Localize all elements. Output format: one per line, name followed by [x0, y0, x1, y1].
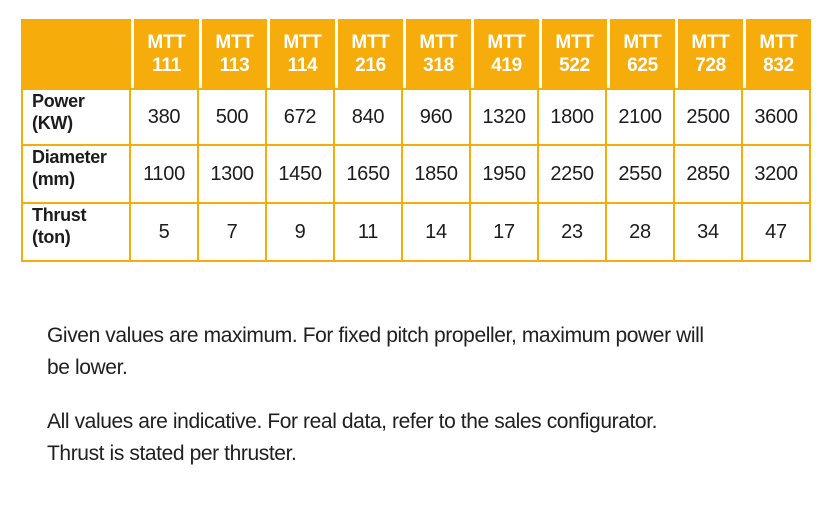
table-cell: 2550 [607, 146, 675, 204]
column-header: MTT 114 [267, 19, 335, 88]
column-header-model: 114 [287, 54, 318, 76]
column-header: MTT 522 [539, 19, 607, 88]
notes-section: Given values are maximum. For fixed pitc… [47, 320, 787, 492]
column-header-prefix: MTT [487, 31, 526, 53]
table-cell: 672 [267, 88, 335, 146]
column-header-model: 216 [355, 54, 386, 76]
table-cell: 3600 [743, 88, 811, 146]
column-header: MTT 419 [471, 19, 539, 88]
table-cell: 840 [335, 88, 403, 146]
column-header: MTT 832 [743, 19, 811, 88]
column-header-prefix: MTT [283, 31, 322, 53]
note-line: be lower. [47, 356, 128, 379]
table-cell: 2500 [675, 88, 743, 146]
table-cell: 1450 [267, 146, 335, 204]
row-label: Diameter (mm) [21, 146, 131, 204]
column-header-prefix: MTT [351, 31, 390, 53]
column-header-prefix: MTT [215, 31, 254, 53]
table-cell: 1850 [403, 146, 471, 204]
table-cell: 2250 [539, 146, 607, 204]
column-header-prefix: MTT [691, 31, 730, 53]
table-cell: 23 [539, 204, 607, 262]
column-header-prefix: MTT [623, 31, 662, 53]
corner-cell [21, 19, 131, 88]
note-line: Given values are maximum. For fixed pitc… [47, 324, 704, 347]
table-cell: 9 [267, 204, 335, 262]
table-cell: 3200 [743, 146, 811, 204]
column-header-model: 832 [763, 54, 794, 76]
table-cell: 2100 [607, 88, 675, 146]
table-cell: 960 [403, 88, 471, 146]
column-header-prefix: MTT [759, 31, 798, 53]
column-header-model: 318 [423, 54, 454, 76]
note-paragraph: Given values are maximum. For fixed pitc… [47, 320, 787, 384]
table-cell: 11 [335, 204, 403, 262]
column-header-prefix: MTT [419, 31, 458, 53]
note-paragraph: All values are indicative. For real data… [47, 406, 787, 470]
column-header: MTT 113 [199, 19, 267, 88]
row-label-unit: (KW) [32, 113, 73, 133]
note-line: All values are indicative. For real data… [47, 410, 658, 433]
row-label-name: Thrust [32, 205, 87, 225]
table-cell: 2850 [675, 146, 743, 204]
thruster-spec-table: MTT 111 MTT 113 MTT 114 MTT 216 MTT 318 MTT 419 MTT 5… [21, 19, 811, 262]
table-cell: 7 [199, 204, 267, 262]
column-header: MTT 625 [607, 19, 675, 88]
table-cell: 28 [607, 204, 675, 262]
table-cell: 5 [131, 204, 199, 262]
column-header-model: 625 [627, 54, 658, 76]
table-cell: 1300 [199, 146, 267, 204]
column-header-model: 113 [219, 54, 250, 76]
column-header-prefix: MTT [147, 31, 186, 53]
row-label: Thrust (ton) [21, 204, 131, 262]
column-header: MTT 728 [675, 19, 743, 88]
row-label-unit: (mm) [32, 169, 75, 189]
column-header-prefix: MTT [555, 31, 594, 53]
table-cell: 1800 [539, 88, 607, 146]
table-cell: 1100 [131, 146, 199, 204]
column-header-model: 419 [491, 54, 522, 76]
table-cell: 17 [471, 204, 539, 262]
row-label-name: Power [32, 91, 85, 111]
column-header: MTT 318 [403, 19, 471, 88]
note-line: Thrust is stated per thruster. [47, 442, 297, 465]
table-cell: 34 [675, 204, 743, 262]
table-cell: 500 [199, 88, 267, 146]
column-header-model: 522 [559, 54, 590, 76]
column-header: MTT 216 [335, 19, 403, 88]
table-cell: 380 [131, 88, 199, 146]
table-cell: 47 [743, 204, 811, 262]
column-header-model: 728 [695, 54, 726, 76]
table-cell: 14 [403, 204, 471, 262]
table-cell: 1320 [471, 88, 539, 146]
table-cell: 1650 [335, 146, 403, 204]
row-label-name: Diameter [32, 147, 107, 167]
table-cell: 1950 [471, 146, 539, 204]
row-label-unit: (ton) [32, 227, 71, 247]
row-label: Power (KW) [21, 88, 131, 146]
column-header-model: 111 [152, 54, 181, 76]
column-header: MTT 111 [131, 19, 199, 88]
